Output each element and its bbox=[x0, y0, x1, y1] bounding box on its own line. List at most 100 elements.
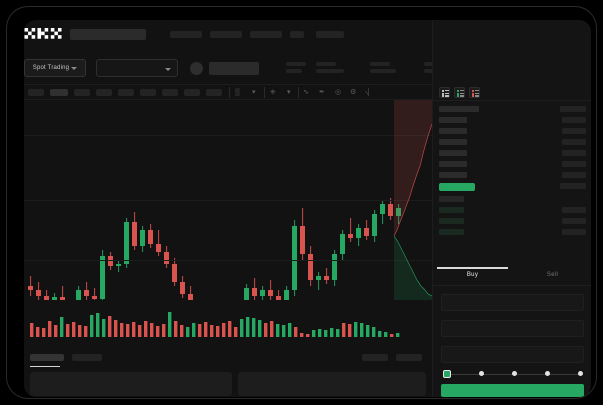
orderbook-ask-row-size bbox=[562, 139, 586, 145]
orderbook-ask-row-price[interactable] bbox=[439, 161, 467, 167]
nav-item-1[interactable] bbox=[170, 31, 202, 38]
orderbook-view-all-icon[interactable] bbox=[439, 87, 450, 98]
tab-order-history[interactable] bbox=[72, 354, 102, 361]
timeframe-9[interactable] bbox=[206, 89, 222, 96]
orderbook-ask-row-price[interactable] bbox=[439, 128, 467, 134]
orderbook-bid-row-size bbox=[562, 218, 586, 224]
tab-sell[interactable]: Sell bbox=[546, 272, 559, 278]
device-bezel: Spot Trading bbox=[6, 6, 597, 399]
nav-item-3[interactable] bbox=[250, 31, 282, 38]
balance-skeleton bbox=[209, 62, 259, 75]
orderbook-ask-row-price[interactable] bbox=[439, 150, 467, 156]
market-type-dropdown[interactable]: Spot Trading bbox=[24, 59, 86, 77]
toolbar-divider bbox=[229, 87, 230, 98]
indicator-dropdown-icon[interactable]: ▾ bbox=[287, 89, 291, 96]
orderbook-ask-row-size bbox=[562, 161, 586, 167]
timeframe-3[interactable] bbox=[74, 89, 90, 96]
chevron-down-icon bbox=[165, 68, 171, 71]
search-input[interactable] bbox=[70, 29, 146, 40]
chart-gridline bbox=[24, 260, 432, 261]
submit-buy-button[interactable] bbox=[441, 384, 584, 397]
okx-logo[interactable] bbox=[24, 28, 62, 41]
orderbook-view-asks-icon[interactable] bbox=[469, 87, 480, 98]
chart-gridline bbox=[24, 200, 432, 201]
orderbook-ask-row-size bbox=[562, 128, 586, 134]
ticker-stat-2-value bbox=[316, 69, 344, 73]
line-tool-icon[interactable]: ∿ bbox=[303, 89, 309, 96]
indicator-icon[interactable]: ⎈ bbox=[270, 89, 276, 96]
order-amount-field[interactable] bbox=[441, 320, 584, 337]
settings-icon[interactable]: ⚙ bbox=[350, 89, 357, 96]
pair-selector[interactable] bbox=[96, 59, 178, 77]
orderbook-bid-row-price[interactable] bbox=[439, 207, 464, 213]
orderbook-ask-row-price[interactable] bbox=[439, 172, 467, 178]
depth-series bbox=[394, 100, 432, 300]
orderbook-ask-row-price[interactable] bbox=[439, 139, 467, 145]
toolbar-divider bbox=[264, 87, 265, 98]
order-form-tabs: Buy Sell bbox=[433, 266, 591, 286]
orderbook-last-price bbox=[439, 183, 475, 191]
slider-step-25[interactable] bbox=[479, 371, 484, 376]
orderbook-bid-row-price[interactable] bbox=[439, 196, 464, 202]
bottom-action-2[interactable] bbox=[396, 354, 422, 361]
market-type-label: Spot Trading bbox=[32, 65, 70, 71]
orderbook-ask-row-size bbox=[562, 117, 586, 123]
timeframe-5[interactable] bbox=[118, 89, 134, 96]
orderbook-ask-row-price[interactable] bbox=[439, 106, 479, 112]
nav-item-2[interactable] bbox=[210, 31, 242, 38]
orderbook-ask-row-size bbox=[560, 106, 586, 112]
ticker-stat-2-label bbox=[316, 62, 336, 66]
tab-open-orders[interactable] bbox=[30, 354, 64, 361]
toolbar-divider bbox=[298, 87, 299, 98]
camera-icon[interactable]: ◎ bbox=[335, 89, 342, 96]
slider-handle[interactable] bbox=[443, 370, 451, 378]
slider-step-75[interactable] bbox=[545, 371, 550, 376]
chart-gridline bbox=[24, 135, 432, 136]
orderbook-bid-row-price[interactable] bbox=[439, 218, 464, 224]
orderbook-ask-row-price[interactable] bbox=[439, 117, 467, 123]
timeframe-7[interactable] bbox=[162, 89, 178, 96]
timeframe-4[interactable] bbox=[96, 89, 112, 96]
tab-active-underline bbox=[30, 366, 60, 367]
slider-step-50[interactable] bbox=[512, 371, 517, 376]
order-price-field[interactable] bbox=[441, 294, 584, 311]
candlestick-dropdown-icon[interactable]: ▾ bbox=[252, 89, 256, 96]
orderbook-ask-row-size bbox=[562, 172, 586, 178]
ticker-stat-1-value bbox=[286, 69, 302, 73]
orderbook-view-bids-icon[interactable] bbox=[454, 87, 465, 98]
market-depth-chart bbox=[394, 100, 432, 300]
nav-item-4[interactable] bbox=[290, 31, 304, 38]
app-header bbox=[24, 20, 591, 56]
pencil-icon[interactable]: ✒ bbox=[319, 89, 325, 96]
timeframe-2[interactable] bbox=[50, 89, 68, 96]
timeframe-6[interactable] bbox=[140, 89, 156, 96]
candlestick-type-icon[interactable]: ▒ bbox=[235, 89, 240, 96]
price-chart[interactable] bbox=[24, 100, 432, 330]
orders-panel-right bbox=[238, 372, 426, 396]
ticker-stat-3-label bbox=[370, 62, 390, 66]
volume-series bbox=[30, 312, 400, 337]
fullscreen-icon[interactable]: ⎷ bbox=[365, 89, 370, 96]
orders-tabs bbox=[24, 352, 432, 368]
order-total-field[interactable] bbox=[441, 346, 584, 363]
volume-chart bbox=[24, 305, 432, 347]
ticker-stat-3-value bbox=[370, 69, 396, 73]
bottom-action-1[interactable] bbox=[362, 354, 388, 361]
amount-slider[interactable] bbox=[443, 370, 583, 378]
slider-step-100[interactable] bbox=[578, 371, 583, 376]
avatar[interactable] bbox=[190, 62, 203, 75]
app-screen: Spot Trading bbox=[24, 20, 591, 397]
orderbook-header bbox=[433, 84, 591, 101]
trade-sidebar: Buy Sell bbox=[432, 20, 591, 397]
tab-active-underline bbox=[437, 267, 508, 269]
orderbook-ask-row-size bbox=[562, 150, 586, 156]
tab-buy[interactable]: Buy bbox=[466, 272, 479, 278]
timeframe-8[interactable] bbox=[184, 89, 200, 96]
orderbook-last-price-size bbox=[560, 183, 586, 189]
orderbook-bid-row-price[interactable] bbox=[439, 229, 464, 235]
timeframe-1[interactable] bbox=[28, 89, 44, 96]
ticker-stat-1-label bbox=[286, 62, 306, 66]
chart-toolbar: ▒ ▾ ⎈ ▾ ∿ ✒ ◎ ⚙ ⎷ bbox=[24, 84, 591, 100]
nav-item-5[interactable] bbox=[316, 31, 344, 38]
